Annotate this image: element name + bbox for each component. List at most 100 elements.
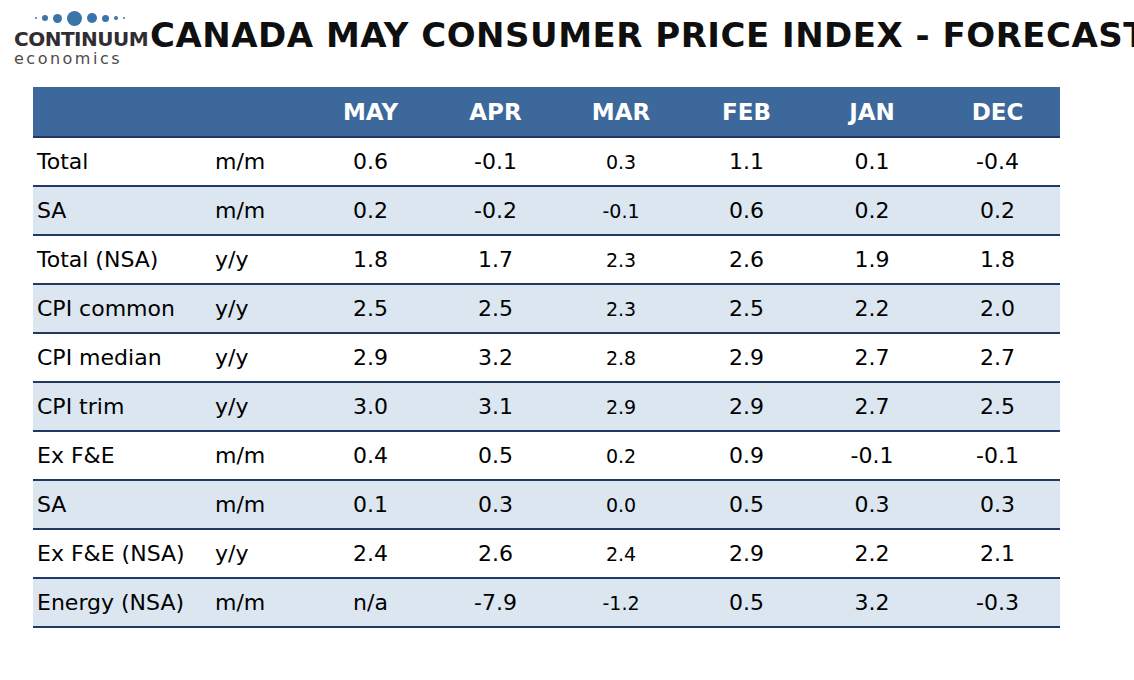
cell-value: 0.6	[308, 137, 433, 186]
cell-value: 0.4	[308, 431, 433, 480]
cell-value: 3.2	[809, 578, 935, 627]
cell-value: 0.6	[684, 186, 809, 235]
page-title: CANADA MAY CONSUMER PRICE INDEX - FORECA…	[150, 15, 1134, 55]
logo-dot	[42, 15, 48, 21]
cell-value: 2.3	[558, 235, 684, 284]
table-row: Energy (NSA) m/m n/a -7.9 -1.2 0.5 3.2 -…	[33, 578, 1060, 627]
table-row: SA m/m 0.2 -0.2 -0.1 0.6 0.2 0.2	[33, 186, 1060, 235]
column-header-apr: APR	[433, 87, 558, 137]
table-row: CPI common y/y 2.5 2.5 2.3 2.5 2.2 2.0	[33, 284, 1060, 333]
cell-value: 0.3	[935, 480, 1060, 529]
row-unit: m/m	[215, 578, 308, 627]
cell-value: 0.1	[809, 137, 935, 186]
logo-dot	[87, 13, 97, 23]
cell-value: 1.9	[809, 235, 935, 284]
row-label: Ex F&E	[33, 431, 215, 480]
cell-value: 3.0	[308, 382, 433, 431]
cell-value: 2.8	[558, 333, 684, 382]
header-blank-label	[33, 87, 215, 137]
row-unit: m/m	[215, 137, 308, 186]
cell-value: 2.2	[809, 284, 935, 333]
cell-value: 2.9	[684, 529, 809, 578]
row-label: Energy (NSA)	[33, 578, 215, 627]
column-header-may: MAY	[308, 87, 433, 137]
row-label: SA	[33, 186, 215, 235]
cell-value: 2.0	[935, 284, 1060, 333]
cell-value: 0.2	[558, 431, 684, 480]
row-label: SA	[33, 480, 215, 529]
row-unit: y/y	[215, 333, 308, 382]
cell-value: 2.7	[809, 333, 935, 382]
cell-value: 0.5	[684, 578, 809, 627]
cell-value: 2.9	[308, 333, 433, 382]
cell-value: 1.8	[935, 235, 1060, 284]
cell-value: 2.9	[684, 382, 809, 431]
cell-value: 2.3	[558, 284, 684, 333]
logo-dot	[53, 14, 62, 23]
cell-value: 0.3	[558, 137, 684, 186]
logo-dot	[35, 17, 37, 19]
cell-value: 2.4	[558, 529, 684, 578]
cell-value: 0.3	[809, 480, 935, 529]
row-unit: m/m	[215, 480, 308, 529]
cell-value: 2.9	[684, 333, 809, 382]
row-unit: m/m	[215, 186, 308, 235]
column-header-feb: FEB	[684, 87, 809, 137]
cell-value: -1.2	[558, 578, 684, 627]
header-blank-unit	[215, 87, 308, 137]
cell-value: 0.9	[684, 431, 809, 480]
cell-value: 2.9	[558, 382, 684, 431]
cell-value: 2.5	[308, 284, 433, 333]
row-label: CPI median	[33, 333, 215, 382]
column-header-mar: MAR	[558, 87, 684, 137]
row-unit: y/y	[215, 284, 308, 333]
cell-value: 2.2	[809, 529, 935, 578]
row-unit: y/y	[215, 529, 308, 578]
cell-value: 2.5	[935, 382, 1060, 431]
column-header-dec: DEC	[935, 87, 1060, 137]
cpi-forecast-table: MAY APR MAR FEB JAN DEC Total m/m 0.6 -0…	[33, 87, 1060, 628]
cell-value: 0.5	[684, 480, 809, 529]
cell-value: 2.6	[684, 235, 809, 284]
cell-value: 2.7	[809, 382, 935, 431]
row-label: Ex F&E (NSA)	[33, 529, 215, 578]
brand-tagline: economics	[14, 50, 146, 68]
row-unit: y/y	[215, 235, 308, 284]
table-row: Ex F&E (NSA) y/y 2.4 2.6 2.4 2.9 2.2 2.1	[33, 529, 1060, 578]
cell-value: 0.2	[809, 186, 935, 235]
logo-dot	[102, 15, 109, 22]
table-row: Ex F&E m/m 0.4 0.5 0.2 0.9 -0.1 -0.1	[33, 431, 1060, 480]
table-row: Total (NSA) y/y 1.8 1.7 2.3 2.6 1.9 1.8	[33, 235, 1060, 284]
brand-dots-icon	[14, 9, 146, 27]
cell-value: 1.8	[308, 235, 433, 284]
cell-value: 0.2	[935, 186, 1060, 235]
cell-value: 0.5	[433, 431, 558, 480]
cell-value: 3.2	[433, 333, 558, 382]
cell-value: 2.5	[433, 284, 558, 333]
cell-value: 2.1	[935, 529, 1060, 578]
cell-value: -0.4	[935, 137, 1060, 186]
cell-value: -0.2	[433, 186, 558, 235]
cell-value: -7.9	[433, 578, 558, 627]
table-row: CPI median y/y 2.9 3.2 2.8 2.9 2.7 2.7	[33, 333, 1060, 382]
row-label: CPI trim	[33, 382, 215, 431]
cell-value: -0.3	[935, 578, 1060, 627]
table-body: Total m/m 0.6 -0.1 0.3 1.1 0.1 -0.4 SA m…	[33, 137, 1060, 627]
table-header-row: MAY APR MAR FEB JAN DEC	[33, 87, 1060, 137]
cell-value: 3.1	[433, 382, 558, 431]
brand-name: CONTINUUM	[14, 29, 146, 50]
row-unit: y/y	[215, 382, 308, 431]
cell-value: 0.2	[308, 186, 433, 235]
cell-value: 2.4	[308, 529, 433, 578]
logo-dot	[114, 16, 118, 20]
table-row: SA m/m 0.1 0.3 0.0 0.5 0.3 0.3	[33, 480, 1060, 529]
column-header-jan: JAN	[809, 87, 935, 137]
row-unit: m/m	[215, 431, 308, 480]
row-label: Total	[33, 137, 215, 186]
brand-logo: CONTINUUM economics	[14, 9, 146, 68]
cell-value: 0.3	[433, 480, 558, 529]
cell-value: 1.1	[684, 137, 809, 186]
cell-value: n/a	[308, 578, 433, 627]
cell-value: 2.6	[433, 529, 558, 578]
logo-dot	[67, 11, 82, 26]
